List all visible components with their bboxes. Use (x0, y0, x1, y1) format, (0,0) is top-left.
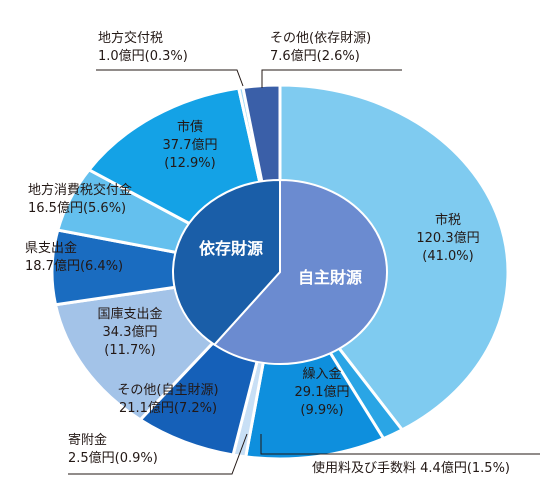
label-使用料及び手数料: 使用料及び手数料 4.4億円(1.5%) (312, 460, 510, 476)
label-value: 1.0億円(0.3%) (98, 48, 188, 64)
label-value: 34.3億円 (103, 324, 158, 340)
label-value: 2.5億円(0.9%) (68, 450, 158, 466)
label-percent: (12.9%) (164, 156, 215, 171)
label-name: その他(自主財源) (117, 383, 218, 398)
label-name: 使用料及び手数料 4.4億円(1.5%) (312, 460, 510, 476)
label-その他依存財源: その他(依存財源) 7.6億円(2.6%) (270, 31, 371, 64)
label-percent: (41.0%) (422, 249, 473, 264)
label-市税: 市税 120.3億円 (41.0%) (416, 212, 479, 264)
label-国庫支出金: 国庫支出金 34.3億円 (11.7%) (97, 306, 162, 358)
leader-その他依存財源 (261, 69, 402, 88)
group-依存財源 (172, 178, 281, 347)
label-percent: (9.9%) (300, 403, 343, 418)
label-value: 29.1億円 (295, 384, 350, 400)
label-市債: 市債 37.7億円 (12.9%) (163, 119, 218, 171)
label-name: 市税 (435, 212, 461, 228)
label-value: 21.1億円(7.2%) (119, 400, 217, 416)
label-name: その他(依存財源) (270, 31, 371, 46)
slice-labels: 自主財源 依存財源 市税 120.3億円 (41.0%) 使用料及び手数料 4.4億円(1… (25, 30, 540, 476)
group-label-jishu: 自主財源 (298, 268, 362, 287)
label-繰入金: 繰入金 29.1億円 (9.9%) (295, 366, 350, 418)
leader-地方交付税 (96, 69, 244, 87)
label-value: 16.5億円(5.6%) (28, 200, 126, 216)
inner-ring (172, 178, 388, 365)
label-name: 繰入金 (302, 366, 341, 382)
label-その他自主財源: その他(自主財源) 21.1億円(7.2%) (117, 383, 218, 416)
label-value: 37.7億円 (163, 137, 218, 153)
label-name: 県支出金 (25, 240, 77, 256)
label-寄附金: 寄附金 2.5億円(0.9%) (68, 432, 158, 466)
label-percent: (11.7%) (104, 343, 155, 358)
label-value: 7.6億円(2.6%) (270, 48, 360, 64)
group-自主財源 (212, 178, 388, 365)
leader-使用料及び手数料 (260, 434, 540, 455)
group-label-izon: 依存財源 (199, 239, 263, 258)
leader-寄附金 (68, 433, 248, 475)
label-value: 120.3億円 (416, 230, 479, 246)
label-地方消費税交付金: 地方消費税交付金 16.5億円(5.6%) (28, 182, 132, 216)
label-県支出金: 県支出金 18.7億円(6.4%) (25, 240, 123, 274)
label-name: 地方消費税交付金 (28, 182, 132, 198)
label-name: 地方交付税 (98, 30, 163, 46)
label-name: 市債 (177, 119, 203, 135)
label-地方交付税: 地方交付税 1.0億円(0.3%) (98, 30, 188, 64)
label-name: 寄附金 (68, 432, 107, 448)
label-name: 国庫支出金 (97, 306, 162, 322)
label-value: 18.7億円(6.4%) (25, 258, 123, 274)
